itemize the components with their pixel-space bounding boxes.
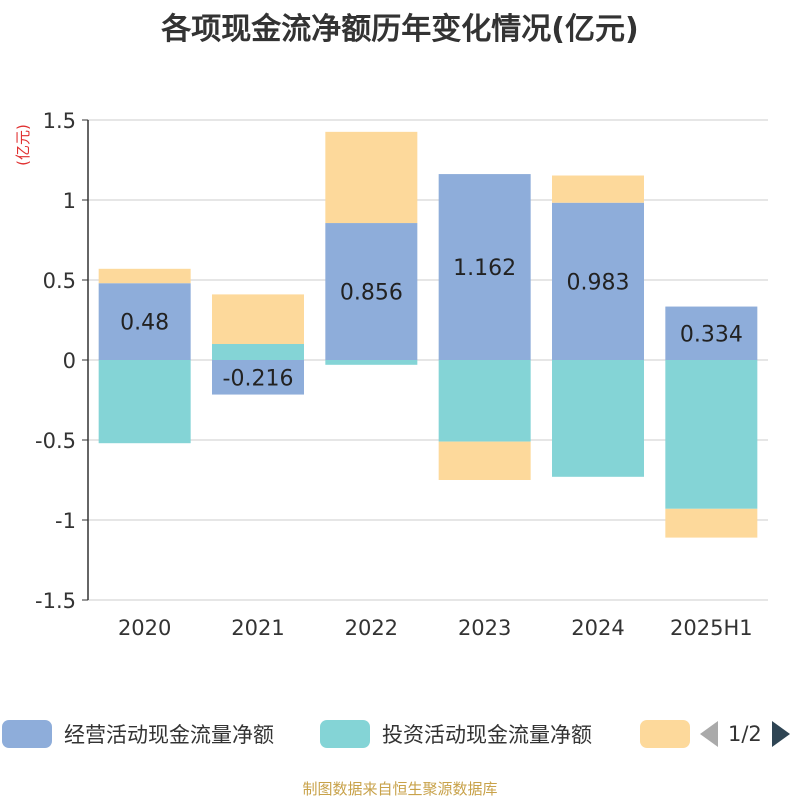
y-tick-label: 1: [63, 189, 76, 213]
y-tick-label: 0: [63, 349, 76, 373]
bar-financing-2020[interactable]: [98, 268, 191, 284]
chart-title: 各项现金流净额历年变化情况(亿元): [161, 12, 639, 47]
bar-financing-2025H1[interactable]: [665, 508, 758, 538]
data-label-operating-2025H1: 0.334: [680, 322, 743, 347]
x-tick-label-2024: 2024: [571, 616, 624, 640]
y-tick-label: -1: [55, 509, 76, 533]
x-tick-label-2021: 2021: [231, 616, 284, 640]
legend-swatch-financing: [640, 720, 690, 748]
legend-item-investing[interactable]: 投资活动现金流量净额: [320, 716, 592, 752]
data-label-operating-2020: 0.48: [120, 311, 169, 336]
legend-swatch-investing: [320, 720, 370, 748]
bar-investing-2021[interactable]: [212, 344, 304, 360]
bar-financing-2022[interactable]: [325, 131, 418, 224]
chevron-left-icon[interactable]: [700, 721, 718, 747]
bars: [98, 131, 758, 538]
y-tick-label: -1.5: [35, 589, 76, 613]
legend-label-operating: 经营活动现金流量净额: [64, 723, 274, 747]
legend-label-investing: 投资活动现金流量净额: [382, 723, 592, 747]
bar-operating-2020[interactable]: [98, 283, 191, 360]
bar-operating-2023[interactable]: [438, 174, 531, 360]
chart-plot: 1.5 1 0.5 0 -0.5 -1 -1.5 (亿元) 2020 2021 2022 2023 20…: [14, 109, 768, 640]
bar-financing-2023[interactable]: [438, 441, 531, 480]
x-tick-label-2023: 2023: [458, 616, 511, 640]
legend-swatch-operating: [2, 720, 52, 748]
bar-financing-2024[interactable]: [552, 175, 644, 203]
legend-item-financing[interactable]: [640, 716, 702, 752]
data-label-operating-2022: 0.856: [340, 281, 403, 306]
bar-operating-2021[interactable]: [212, 360, 304, 395]
bar-investing-2024[interactable]: [552, 360, 644, 477]
y-tick-label: 1.5: [43, 109, 76, 133]
bar-operating-2024[interactable]: [552, 202, 644, 360]
bar-investing-2025H1[interactable]: [665, 360, 758, 509]
y-axis-unit-label: (亿元): [14, 124, 32, 166]
bar-investing-2020[interactable]: [98, 360, 191, 444]
y-tick-label: -0.5: [35, 429, 76, 453]
data-label-operating-2024: 0.983: [567, 270, 630, 295]
x-tick-label-2025H1: 2025H1: [670, 616, 753, 640]
legend-pager: 1/2: [700, 716, 790, 752]
pager-text: 1/2: [728, 722, 762, 746]
legend-item-operating[interactable]: 经营活动现金流量净额: [2, 716, 274, 752]
legend: 经营活动现金流量净额 投资活动现金流量净额: [0, 716, 800, 752]
data-labels: 0.48 -0.216 0.856 1.162 0.983 0.334: [120, 256, 743, 391]
y-tick-label: 0.5: [43, 269, 76, 293]
x-tick-label-2020: 2020: [118, 616, 171, 640]
bar-investing-2023[interactable]: [438, 360, 531, 442]
source-note: 制图数据来自恒生聚源数据库: [302, 780, 498, 798]
grid-lines: [88, 119, 768, 601]
chevron-right-icon[interactable]: [771, 721, 790, 747]
data-label-operating-2021: -0.216: [223, 366, 294, 391]
bar-financing-2021[interactable]: [212, 294, 304, 344]
axes: 1.5 1 0.5 0 -0.5 -1 -1.5 (亿元) 2020 2021 2022 2023 20…: [14, 109, 753, 640]
bar-operating-2022[interactable]: [325, 223, 418, 360]
bar-investing-2022[interactable]: [325, 360, 418, 365]
x-tick-label-2022: 2022: [345, 616, 398, 640]
bar-operating-2025H1[interactable]: [665, 306, 758, 360]
data-label-operating-2023: 1.162: [453, 256, 516, 281]
